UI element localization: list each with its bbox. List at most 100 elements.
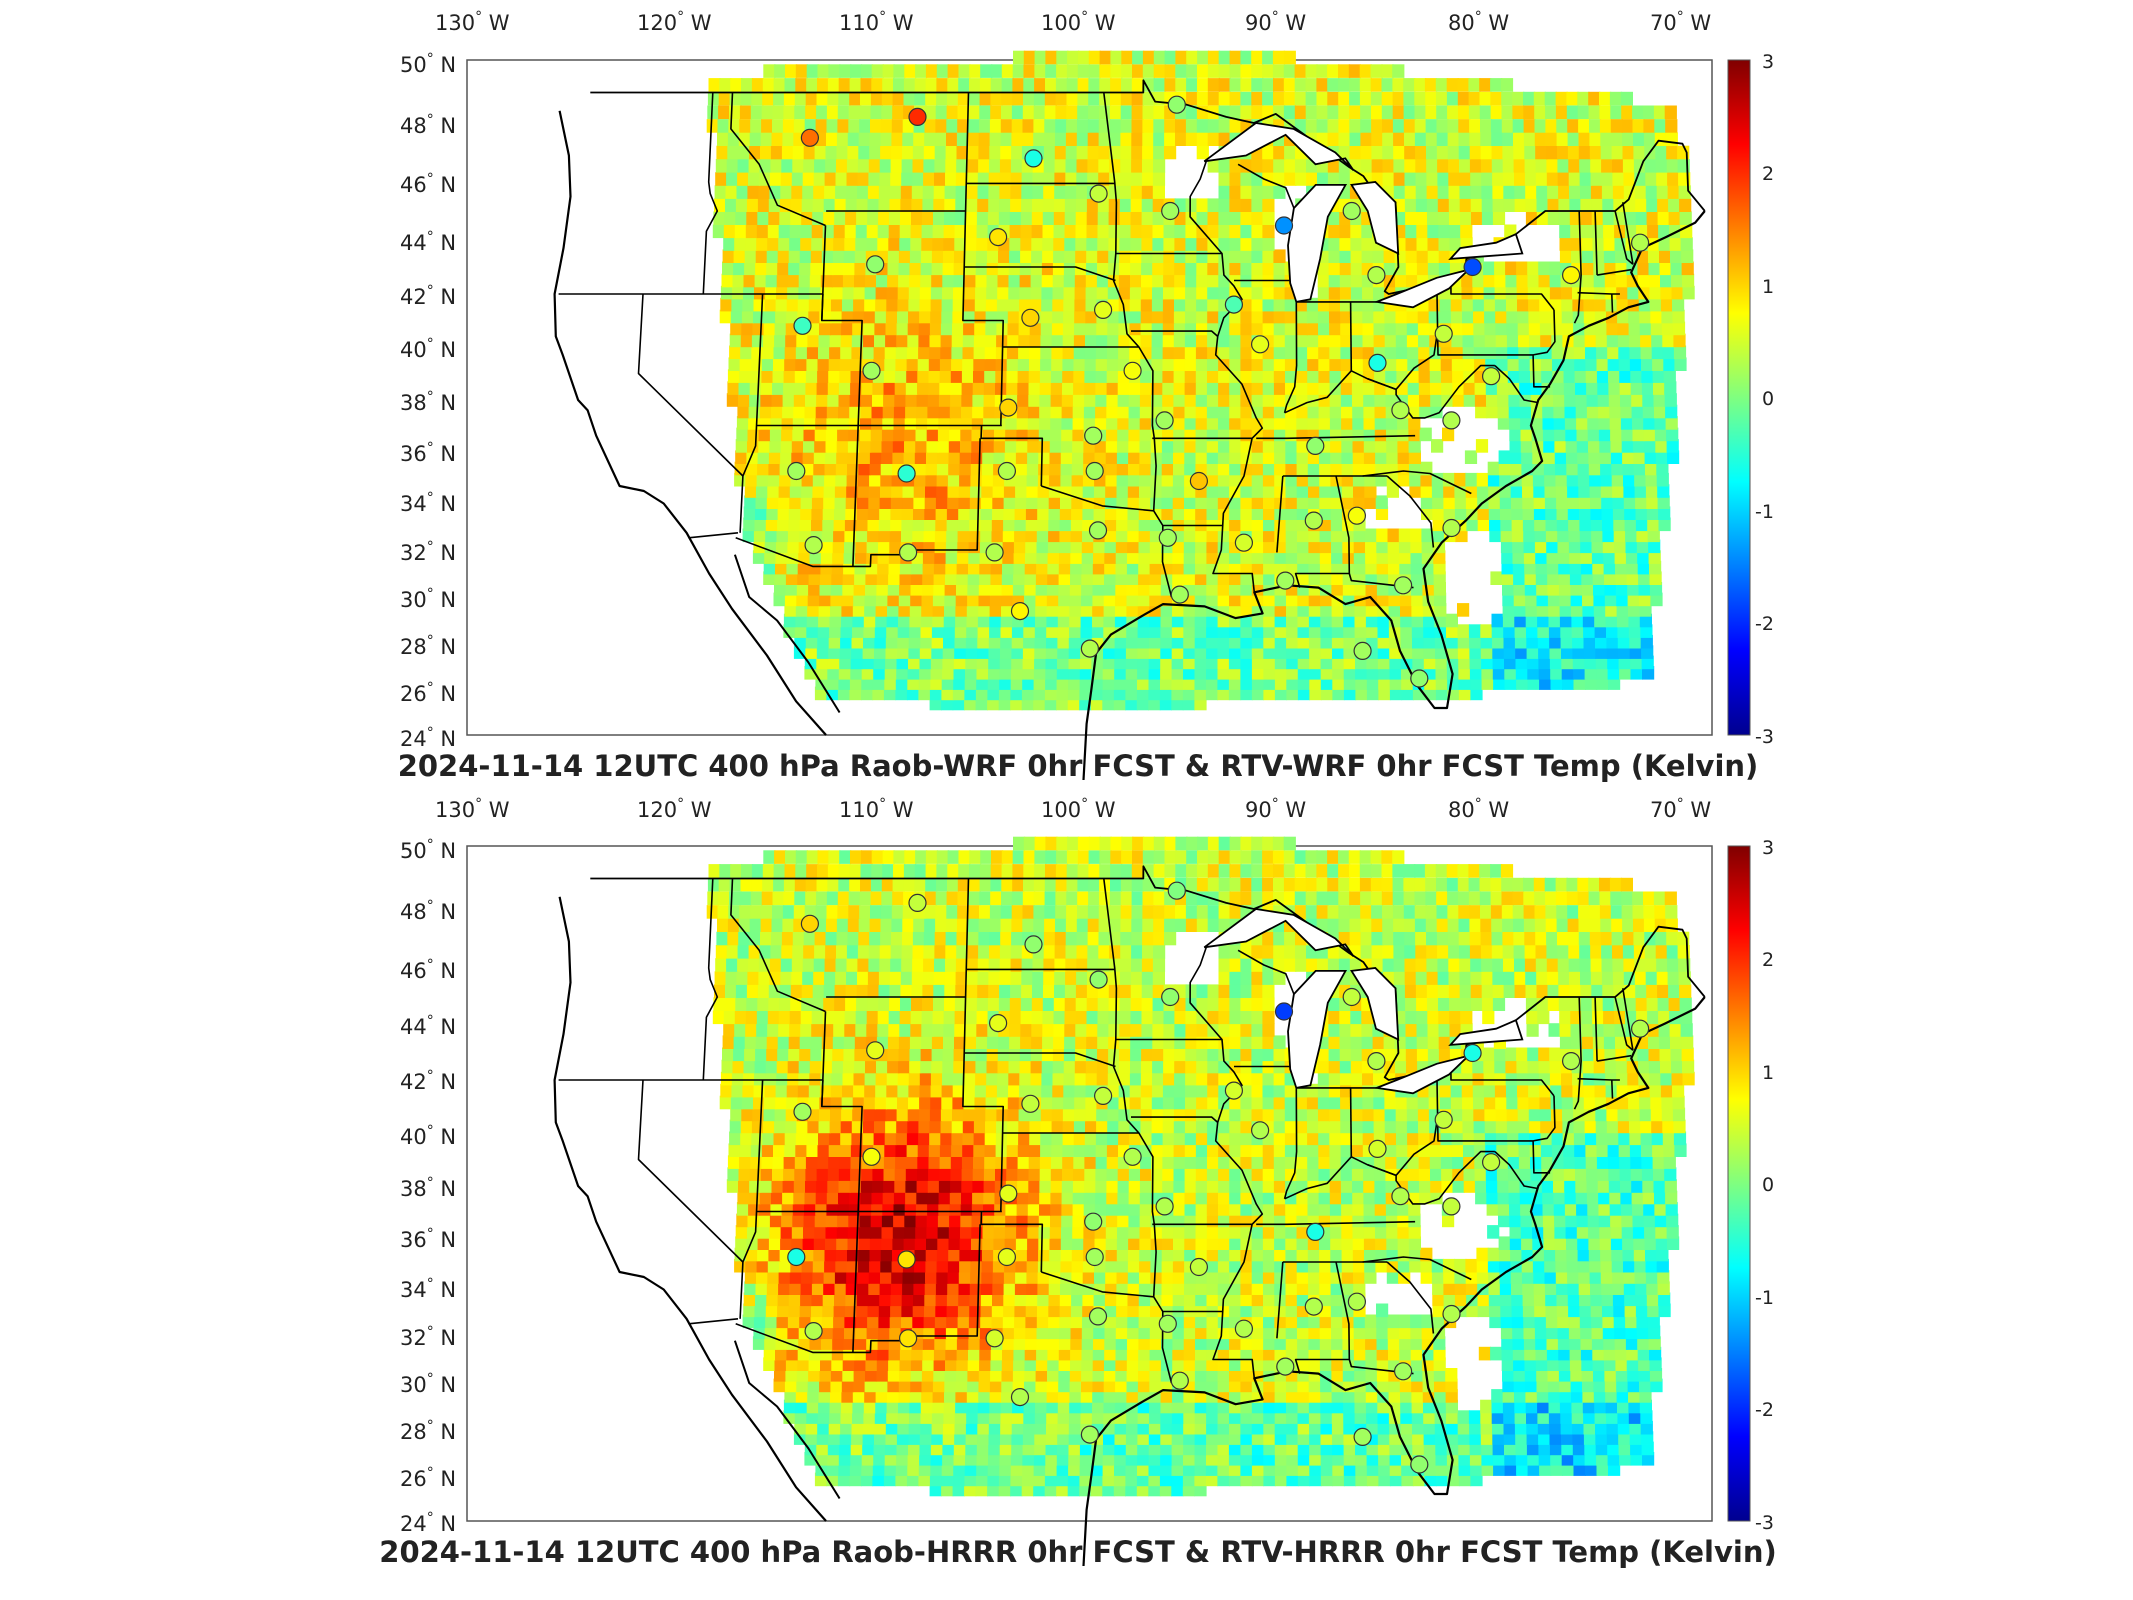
field-cell — [1659, 261, 1672, 276]
field-cell — [1317, 285, 1330, 300]
field-cell — [1218, 345, 1231, 360]
field-cell — [859, 105, 872, 120]
field-cell — [1034, 50, 1047, 65]
field-cell — [1077, 50, 1091, 65]
field-cell — [1130, 211, 1143, 225]
field-cell — [1491, 159, 1504, 173]
field-cell — [874, 645, 887, 659]
field-cell — [1001, 105, 1014, 120]
field-cell — [1033, 132, 1046, 146]
field-cell — [1194, 634, 1207, 649]
field-cell — [1160, 655, 1173, 670]
field-cell — [1102, 686, 1115, 701]
field-cell — [749, 145, 762, 160]
field-cell — [1571, 613, 1584, 628]
field-cell — [1548, 624, 1562, 638]
field-cell — [930, 676, 943, 690]
field-cell — [966, 624, 979, 638]
field-cell — [780, 172, 793, 186]
field-cell — [787, 273, 800, 288]
field-cell — [1142, 145, 1155, 160]
field-cell — [1022, 105, 1035, 120]
field-cell — [862, 345, 875, 360]
field-cell — [824, 172, 837, 186]
field-cell — [1307, 381, 1320, 395]
field-cell — [1403, 78, 1416, 92]
field-cell — [738, 132, 751, 146]
field-cell — [1115, 592, 1128, 607]
field-cell — [1539, 321, 1553, 336]
field-cell — [1484, 321, 1497, 336]
field-cell — [841, 592, 854, 607]
lat-tick-42n: 42° N — [400, 283, 456, 309]
field-cell — [978, 603, 991, 617]
field-cell — [1001, 78, 1014, 92]
field-cell — [870, 105, 883, 120]
field-cell — [1229, 634, 1242, 649]
field-cell — [1452, 369, 1465, 383]
raob-station-marker — [1088, 521, 1108, 540]
field-cell — [858, 145, 871, 160]
field-cell — [1022, 666, 1035, 680]
field-cell — [1405, 261, 1418, 276]
field-cell — [1077, 91, 1090, 106]
field-cell — [978, 159, 991, 173]
field-cell — [805, 381, 818, 395]
field-cell — [1506, 309, 1519, 324]
field-cell — [989, 132, 1002, 146]
field-cell — [829, 613, 842, 628]
field-cell — [818, 333, 831, 348]
field-cell — [1197, 64, 1210, 78]
field-cell — [1549, 273, 1562, 288]
field-cell — [1045, 645, 1058, 659]
field-cell — [985, 333, 998, 348]
field-cell — [1117, 393, 1130, 407]
field-cell — [778, 224, 791, 239]
field-cell — [1142, 119, 1155, 133]
field-cell — [1171, 634, 1184, 649]
field-cell — [1400, 603, 1413, 617]
field-cell — [1632, 105, 1645, 120]
field-cell — [1602, 211, 1615, 225]
field-cell — [1080, 603, 1093, 617]
field-cell — [1262, 285, 1275, 300]
field-cell — [1031, 237, 1044, 251]
field-cell — [1594, 613, 1607, 628]
field-cell — [1028, 381, 1041, 395]
field-cell — [941, 686, 954, 701]
field-cell — [1160, 676, 1173, 690]
field-cell — [984, 357, 997, 371]
field-cell — [1594, 297, 1607, 312]
field-cell — [1067, 50, 1080, 65]
field-cell — [1474, 393, 1488, 407]
field-cell — [1023, 624, 1036, 638]
field-cell — [1207, 309, 1220, 324]
field-cell — [1114, 613, 1128, 628]
field-cell — [932, 224, 945, 239]
field-cell — [1373, 285, 1386, 300]
field-cell — [974, 321, 987, 336]
field-cell — [1525, 198, 1538, 212]
lon-tick-80w: 80° W — [1448, 796, 1509, 822]
field-cell — [840, 624, 853, 638]
raob-station-marker — [1630, 233, 1650, 252]
field-cell — [1506, 333, 1520, 348]
field-cell — [1320, 624, 1333, 638]
field-cell — [965, 224, 978, 239]
raob-station-marker — [1021, 308, 1040, 327]
field-cell — [1415, 185, 1428, 199]
field-cell — [1628, 321, 1641, 336]
field-cell — [998, 249, 1011, 263]
field-cell — [1583, 645, 1597, 659]
field-cell — [1033, 686, 1046, 701]
field-cell — [805, 105, 818, 120]
field-cell — [835, 185, 848, 199]
field-cell — [784, 592, 798, 607]
field-cell — [1405, 224, 1418, 239]
field-cell — [891, 119, 904, 133]
field-cell — [1615, 273, 1628, 288]
field-cell — [745, 224, 758, 239]
field-cell — [998, 686, 1012, 701]
field-cell — [1515, 655, 1528, 670]
field-cell — [1142, 132, 1155, 146]
